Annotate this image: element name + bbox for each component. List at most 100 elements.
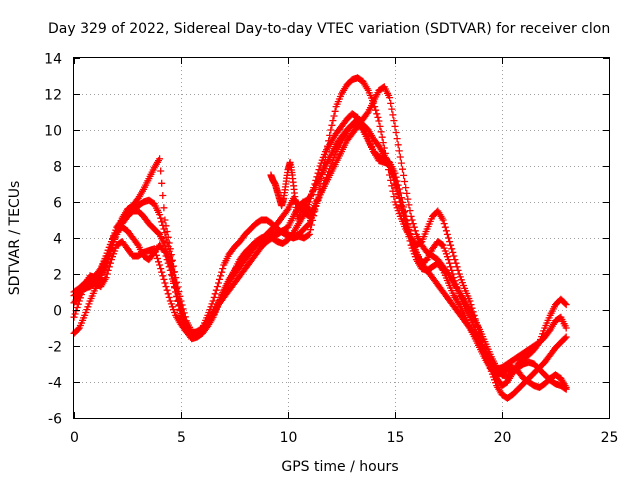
- data-point: [160, 204, 168, 212]
- data-point: [331, 107, 339, 115]
- data-point: [405, 201, 413, 209]
- data-point: [374, 113, 382, 121]
- data-point: [329, 117, 337, 125]
- data-point: [164, 233, 172, 241]
- data-point: [375, 117, 383, 125]
- data-point: [443, 230, 451, 238]
- data-point: [395, 147, 403, 155]
- data-point: [445, 234, 452, 242]
- data-point: [410, 223, 418, 231]
- data-point: [409, 220, 417, 228]
- data-point: [399, 165, 406, 173]
- data-point: [391, 122, 399, 130]
- data-point: [446, 259, 454, 267]
- data-point: [403, 189, 411, 197]
- data-point: [218, 268, 226, 276]
- data-point: [112, 230, 120, 238]
- data-point: [209, 297, 217, 305]
- data-point: [156, 155, 164, 163]
- data-point: [409, 241, 417, 248]
- grid: [74, 58, 609, 418]
- plot-frame: [73, 57, 610, 419]
- data-point: [447, 263, 455, 271]
- data-point: [164, 259, 172, 267]
- data-point: [438, 241, 446, 248]
- data-point: [164, 290, 172, 298]
- data-point: [157, 265, 165, 273]
- data-point: [401, 208, 409, 216]
- data-point: [399, 198, 406, 206]
- data-point: [393, 177, 401, 185]
- data-point: [161, 216, 169, 224]
- data-point: [372, 106, 380, 114]
- x-tick-label: 5: [177, 430, 186, 446]
- data-point: [106, 248, 114, 256]
- data-point: [391, 169, 399, 177]
- data-point: [407, 212, 415, 220]
- y-tick-label: 8: [53, 160, 62, 176]
- data-point: [165, 239, 173, 247]
- data-point: [402, 184, 410, 192]
- x-tick-label: 25: [601, 430, 619, 446]
- y-tick-label: -2: [48, 340, 62, 356]
- data-point: [216, 275, 223, 283]
- data-point: [75, 297, 83, 305]
- data-point: [393, 135, 401, 143]
- data-point: [160, 275, 168, 283]
- tick-marks: [74, 58, 610, 419]
- series-track-6: [267, 158, 313, 224]
- data-point: [166, 266, 174, 274]
- data-points: [70, 74, 570, 402]
- data-point: [172, 274, 180, 282]
- data-point: [170, 279, 177, 287]
- data-point: [400, 171, 408, 179]
- data-point: [440, 220, 448, 228]
- data-point: [104, 255, 112, 262]
- data-point: [400, 203, 408, 211]
- data-point: [215, 279, 222, 287]
- x-tick-label: 0: [70, 430, 79, 446]
- data-point: [110, 238, 118, 246]
- data-point: [111, 234, 119, 242]
- y-tick-label: -6: [48, 412, 62, 428]
- data-point: [171, 284, 179, 292]
- data-point: [396, 153, 404, 161]
- y-tick-label: 4: [53, 232, 62, 248]
- data-point: [451, 256, 459, 264]
- data-point: [562, 324, 570, 332]
- data-point: [162, 252, 170, 260]
- data-point: [173, 278, 181, 286]
- data-point: [165, 293, 173, 301]
- data-point: [156, 211, 164, 219]
- data-point: [161, 248, 169, 256]
- data-point: [327, 126, 335, 134]
- data-point: [177, 297, 185, 305]
- data-point: [390, 117, 398, 125]
- data-point: [163, 256, 171, 264]
- data-point: [163, 286, 171, 294]
- data-point: [447, 241, 455, 249]
- data-point: [394, 141, 402, 149]
- data-point: [181, 313, 189, 321]
- data-point: [158, 268, 166, 276]
- y-tick-label: 2: [53, 268, 62, 284]
- data-point: [213, 283, 221, 291]
- data-point: [74, 300, 82, 308]
- data-point: [439, 216, 447, 224]
- data-point: [74, 325, 82, 333]
- data-point: [102, 261, 110, 269]
- y-tick-label: 6: [53, 196, 62, 212]
- data-point: [379, 139, 387, 147]
- data-point: [217, 272, 225, 280]
- data-point: [396, 189, 404, 197]
- data-point: [392, 129, 400, 136]
- data-point: [314, 169, 322, 177]
- data-point: [561, 385, 569, 392]
- data-point: [330, 112, 338, 120]
- x-axis-label: GPS time / hours: [281, 459, 398, 475]
- data-point: [377, 128, 385, 136]
- data-point: [453, 263, 461, 271]
- data-point: [283, 207, 291, 215]
- data-point: [133, 240, 141, 248]
- data-point: [162, 283, 170, 291]
